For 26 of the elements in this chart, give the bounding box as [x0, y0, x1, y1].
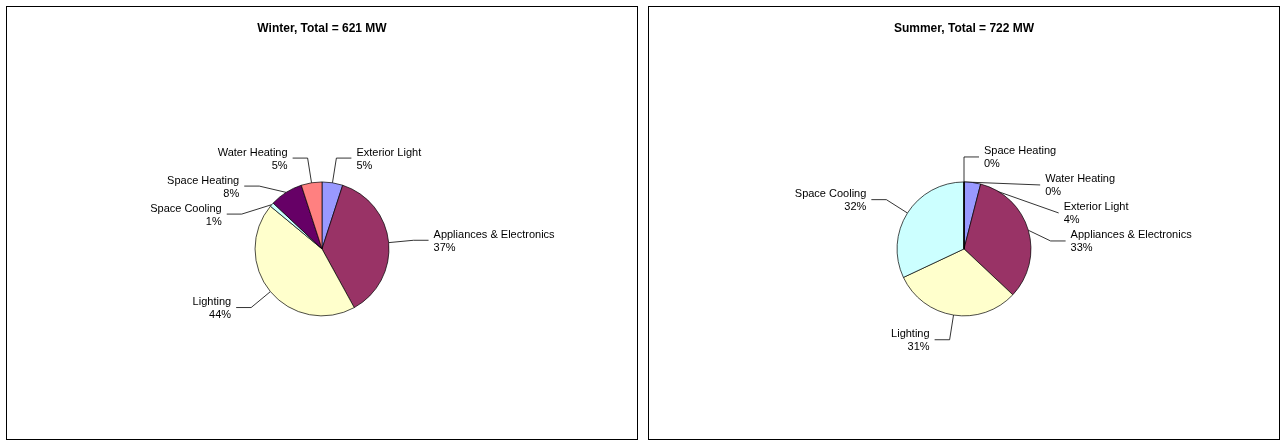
data-label: 31% [907, 340, 930, 353]
data-label: 44% [209, 308, 232, 321]
category-label: Water Heating [1045, 172, 1116, 185]
data-label: 4% [1063, 213, 1080, 226]
data-label: 8% [223, 186, 240, 199]
slice-label: Water Heating [217, 145, 288, 158]
slice-label: Lighting [891, 327, 930, 340]
text: 0% [984, 157, 1000, 170]
data-label: 5% [356, 158, 373, 171]
data-label: 33% [1070, 241, 1093, 254]
data-label: 37% [433, 240, 456, 253]
slice-label: Appliances & Electronics [1070, 228, 1193, 241]
slice-label: Lighting [192, 295, 232, 308]
chart-title: Summer, Total = 722 MW [893, 21, 1035, 35]
text: 0% [1045, 185, 1062, 198]
slice-label: Appliances & Electronics [433, 227, 556, 240]
slice-label: Space Cooling [794, 187, 867, 200]
data-label: 32% [844, 200, 867, 213]
slice-label: Space Cooling [150, 201, 222, 214]
slice-label: Space Heating [167, 173, 240, 186]
data-label: 5% [271, 158, 288, 171]
data-label: 1% [205, 214, 222, 227]
chart-title: Winter, Total = 621 MW [257, 21, 388, 35]
slice-label: Exterior Light [1063, 200, 1129, 213]
slice-label: Exterior Light [356, 145, 422, 158]
category-label: Space Heating [984, 144, 1057, 157]
